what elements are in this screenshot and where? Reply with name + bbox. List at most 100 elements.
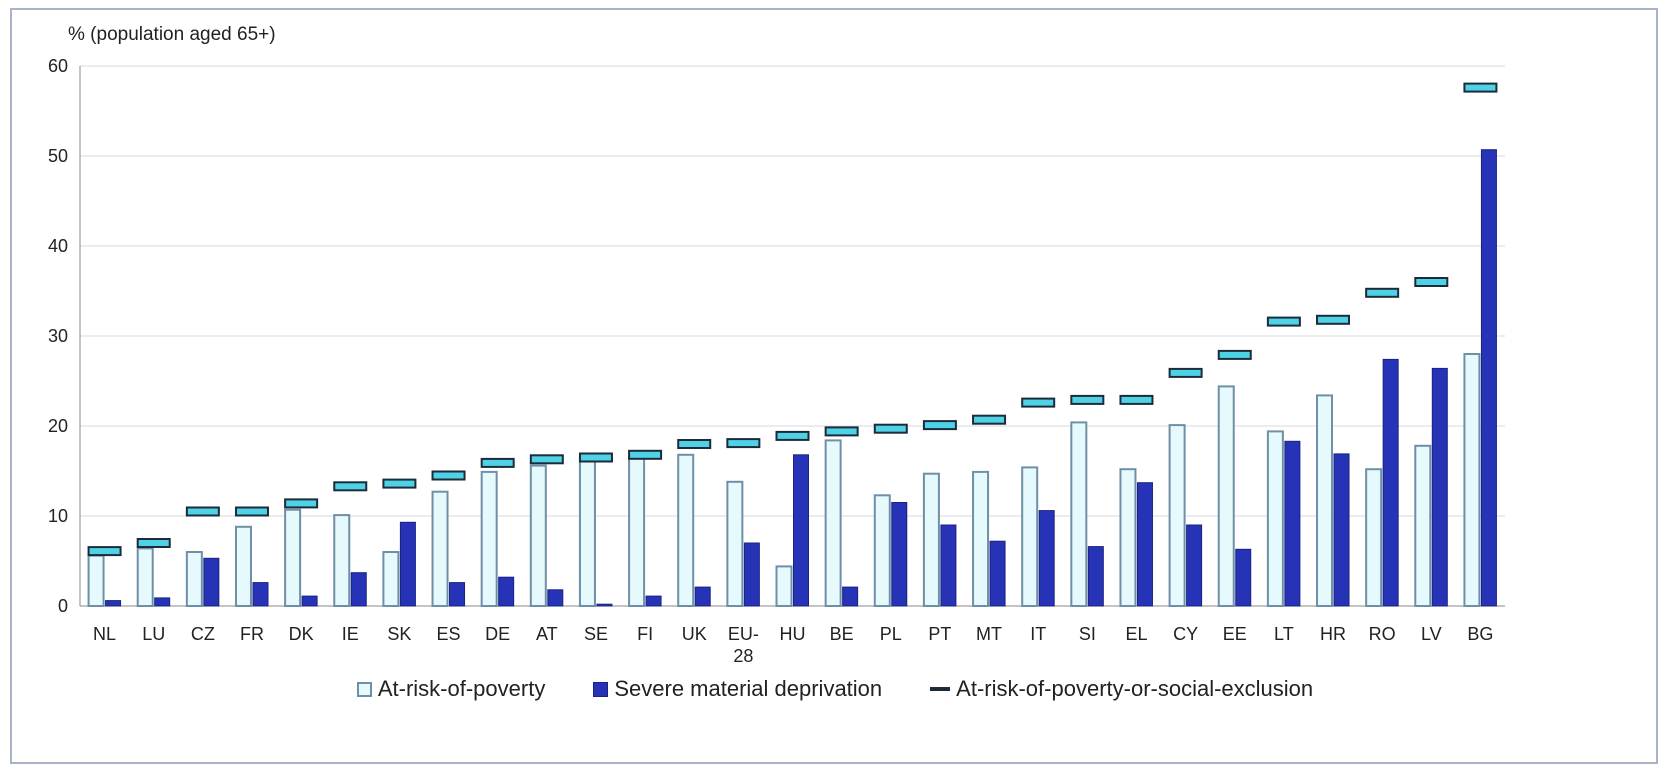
x-tick-label: ES [437, 624, 461, 644]
bar-at-risk-of-poverty [677, 453, 695, 607]
bar-at-risk-of-poverty [382, 551, 400, 607]
bar-at-risk-of-poverty [234, 525, 252, 607]
bar-at-risk-of-poverty [1168, 424, 1186, 607]
marker-at-risk-of-poverty-or-social-exclusion [1266, 316, 1301, 327]
bar-severe-material-deprivation [1333, 453, 1350, 607]
marker-at-risk-of-poverty-or-social-exclusion [677, 439, 712, 449]
x-tick-label: LT [1274, 624, 1294, 644]
legend-swatch-deprivation [593, 681, 609, 697]
x-tick-label: DK [289, 624, 314, 644]
bar-at-risk-of-poverty [1021, 466, 1039, 607]
x-tick-label: LV [1421, 624, 1442, 644]
x-tick-label: EU-28 [728, 624, 759, 666]
marker-at-risk-of-poverty-or-social-exclusion [529, 454, 564, 465]
x-tick-label: BE [830, 624, 854, 644]
bar-severe-material-deprivation [645, 595, 662, 607]
bar-at-risk-of-poverty [1365, 468, 1383, 608]
bar-severe-material-deprivation [1038, 510, 1055, 607]
legend-label-deprivation: Severe material deprivation [614, 676, 883, 701]
marker-at-risk-of-poverty-or-social-exclusion [382, 478, 417, 489]
bar-severe-material-deprivation [842, 586, 859, 607]
x-tick-label: CZ [191, 624, 215, 644]
x-tick-label: LU [142, 624, 165, 644]
marker-at-risk-of-poverty-or-social-exclusion [1414, 277, 1449, 287]
bar-at-risk-of-poverty [185, 551, 203, 607]
x-tick-label: EE [1223, 624, 1247, 644]
bar-at-risk-of-poverty [1119, 468, 1137, 608]
legend-item-exclusion: At-risk-of-poverty-or-social-exclusion [930, 676, 1313, 702]
bar-at-risk-of-poverty [333, 514, 351, 607]
marker-at-risk-of-poverty-or-social-exclusion [628, 449, 663, 460]
marker-at-risk-of-poverty-or-social-exclusion [873, 423, 908, 434]
bar-severe-material-deprivation [252, 582, 269, 607]
bar-severe-material-deprivation [1087, 546, 1104, 607]
marker-at-risk-of-poverty-or-social-exclusion [333, 481, 368, 492]
x-tick-label: DE [485, 624, 510, 644]
marker-at-risk-of-poverty-or-social-exclusion [922, 420, 957, 431]
bar-severe-material-deprivation [1382, 358, 1399, 607]
marker-at-risk-of-poverty-or-social-exclusion [775, 430, 810, 441]
x-tick-label: UK [682, 624, 707, 644]
bar-severe-material-deprivation [743, 542, 760, 607]
x-tick-label: SI [1079, 624, 1096, 644]
x-tick-label: IT [1030, 624, 1046, 644]
bar-at-risk-of-poverty [87, 554, 105, 607]
legend-item-poverty: At-risk-of-poverty [356, 676, 546, 702]
marker-at-risk-of-poverty-or-social-exclusion [1463, 82, 1498, 93]
x-tick-label: SK [387, 624, 411, 644]
marker-at-risk-of-poverty-or-social-exclusion [480, 457, 515, 468]
bar-severe-material-deprivation [1480, 149, 1497, 607]
bar-severe-material-deprivation [793, 454, 809, 607]
bar-severe-material-deprivation [1431, 367, 1448, 607]
bar-severe-material-deprivation [1284, 440, 1301, 607]
marker-at-risk-of-poverty-or-social-exclusion [1119, 394, 1154, 405]
bar-at-risk-of-poverty [284, 508, 302, 608]
x-tick-label: FR [240, 624, 264, 644]
bar-severe-material-deprivation [498, 576, 515, 607]
x-tick-label: HU [780, 624, 806, 644]
y-tick-label: 60 [48, 56, 68, 76]
x-tick-label: FI [637, 624, 653, 644]
marker-at-risk-of-poverty-or-social-exclusion [1217, 349, 1252, 360]
x-tick-label: AT [536, 624, 558, 644]
x-tick-label: SE [584, 624, 608, 644]
bar-at-risk-of-poverty [873, 494, 891, 607]
legend-swatch-poverty [356, 681, 372, 697]
legend: At-risk-of-poverty Severe material depri… [0, 676, 1670, 702]
y-axis-label: % (population aged 65+) [68, 24, 276, 45]
bars [87, 149, 1497, 608]
bar-at-risk-of-poverty [136, 547, 154, 608]
bar-at-risk-of-poverty [1266, 430, 1284, 607]
markers [87, 82, 1498, 557]
bar-severe-material-deprivation [399, 521, 416, 607]
x-tick-label: NL [93, 624, 116, 644]
marker-at-risk-of-poverty-or-social-exclusion [87, 546, 122, 557]
y-tick-label: 10 [48, 506, 68, 526]
bar-severe-material-deprivation [596, 603, 613, 607]
marker-at-risk-of-poverty-or-social-exclusion [234, 506, 269, 517]
bar-severe-material-deprivation [449, 582, 466, 607]
x-tick-label: IE [342, 624, 359, 644]
bar-severe-material-deprivation [989, 540, 1006, 607]
bar-at-risk-of-poverty [480, 470, 498, 607]
bar-at-risk-of-poverty [922, 472, 940, 608]
bar-at-risk-of-poverty [1316, 394, 1334, 607]
marker-at-risk-of-poverty-or-social-exclusion [136, 538, 171, 548]
x-tick-label: RO [1369, 624, 1396, 644]
legend-swatch-exclusion [930, 687, 951, 691]
bar-severe-material-deprivation [105, 600, 122, 607]
x-tick-label: CY [1173, 624, 1198, 644]
y-ticks: 0 10 20 30 40 50 60 [48, 56, 68, 616]
legend-item-deprivation: Severe material deprivation [593, 676, 882, 702]
bar-at-risk-of-poverty [1217, 385, 1235, 607]
y-tick-label: 50 [48, 146, 68, 166]
marker-at-risk-of-poverty-or-social-exclusion [1168, 367, 1203, 378]
legend-label-poverty: At-risk-of-poverty [377, 676, 546, 701]
bar-at-risk-of-poverty [1414, 444, 1432, 607]
marker-at-risk-of-poverty-or-social-exclusion [1021, 397, 1056, 408]
x-tick-label: HR [1320, 624, 1346, 644]
y-tick-label: 0 [58, 596, 68, 616]
x-tick-label: MT [976, 624, 1002, 644]
bar-severe-material-deprivation [350, 572, 367, 607]
